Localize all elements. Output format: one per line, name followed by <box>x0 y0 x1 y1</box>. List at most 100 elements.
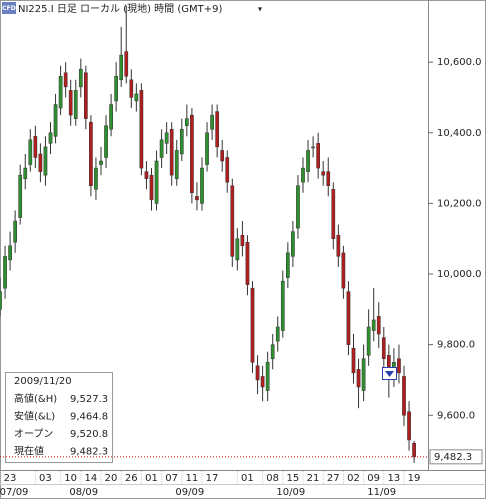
candle-body <box>73 90 78 119</box>
candle-body <box>144 171 149 179</box>
y-tick-label: 10,600.0 <box>437 57 482 68</box>
logo: CFD <box>2 5 16 12</box>
candle-body <box>89 121 93 186</box>
x-tick-label: 07 <box>165 473 178 484</box>
candle-body <box>311 146 315 149</box>
candle-body <box>159 139 164 158</box>
candle-body <box>371 319 376 331</box>
x-tick-label: 02 <box>347 473 360 484</box>
header: CFD NI225.I 日足 ローカル (現地) 時間 (GMT+9) ▾ <box>2 2 262 15</box>
x-tick-label: 20 <box>105 473 118 484</box>
x-tick-label: 01 <box>145 473 158 484</box>
candle-body <box>341 252 346 289</box>
candle-body <box>84 72 88 119</box>
candle-body <box>356 369 361 388</box>
candle-body <box>129 79 134 98</box>
info-value: 9,520.8 <box>70 429 108 440</box>
x-tick-label: 01 <box>241 473 254 484</box>
marker <box>382 367 397 380</box>
x-tick-label: 09 <box>367 473 380 484</box>
y-tick-label: 9,600.0 <box>437 410 475 421</box>
candle-body <box>23 167 28 179</box>
candle-body <box>220 150 225 162</box>
info-label: 高値(&H) <box>14 392 57 405</box>
candle-body <box>230 185 235 257</box>
x-tick-label: 11 <box>185 473 198 484</box>
candle-body <box>210 114 214 130</box>
month-label: 11/09 <box>367 487 396 498</box>
candle-body <box>195 196 199 201</box>
candle-body <box>200 167 204 204</box>
x-tick-label: 14 <box>84 473 97 484</box>
candle-body <box>326 171 331 186</box>
info-value: 9,482.3 <box>70 447 108 458</box>
y-tick-label: 9,800.0 <box>437 340 475 351</box>
last-price-label: 9,482.3 <box>434 452 472 463</box>
candle-body <box>109 104 113 130</box>
y-tick-label: 10,200.0 <box>437 198 482 209</box>
candle-body <box>78 68 83 88</box>
candle-body <box>321 171 326 176</box>
candle-body <box>260 376 265 388</box>
candle-body <box>13 220 18 243</box>
marker-triangle <box>385 371 394 377</box>
plot <box>0 5 416 464</box>
candle-body <box>291 231 295 257</box>
x-tick-label: 15 <box>286 473 299 484</box>
candle-body <box>215 111 220 148</box>
candle-body <box>407 411 411 441</box>
candle-body <box>38 153 43 172</box>
info-label: 安値(&L) <box>14 410 55 423</box>
candle-body <box>381 337 386 360</box>
x-tick-label: 23 <box>4 473 17 484</box>
candle-body <box>336 234 341 257</box>
candle-body <box>53 104 58 137</box>
candle-body <box>0 291 2 310</box>
x-tick-label: 27 <box>327 473 340 484</box>
candle-body <box>124 51 129 77</box>
month-label: 09/09 <box>175 487 204 498</box>
candle-body <box>412 442 416 458</box>
info-box <box>5 372 113 463</box>
candle-body <box>8 245 12 261</box>
title: NI225.I 日足 ローカル (現地) 時間 (GMT+9) <box>18 2 222 15</box>
candle-body <box>134 93 139 102</box>
candle-body <box>114 76 119 102</box>
candle-body <box>402 376 406 416</box>
y-tick-label: 10,000.0 <box>437 269 482 280</box>
candle-body <box>99 160 103 165</box>
x-tick-label: 10 <box>64 473 77 484</box>
logo-box <box>2 2 16 14</box>
info-label: 現在値 <box>14 445 44 458</box>
candle-body <box>265 362 270 391</box>
candle-body <box>43 146 48 176</box>
candle-body <box>351 347 356 374</box>
candle-body <box>346 291 351 345</box>
candle-body <box>275 326 280 342</box>
candle-body <box>250 287 255 363</box>
month-label: 08/09 <box>69 487 98 498</box>
info-value: 9,527.3 <box>70 394 108 405</box>
candle-body <box>286 252 290 278</box>
candle-body <box>296 185 300 229</box>
month-label: 07/09 <box>0 487 28 498</box>
candle-body <box>169 128 174 176</box>
candle-body <box>33 136 38 158</box>
candle-body <box>164 132 169 144</box>
candle-body <box>48 132 53 144</box>
candle-body <box>301 167 305 183</box>
candle-body <box>255 365 260 381</box>
candle-body <box>28 139 33 165</box>
candle-body <box>316 143 320 169</box>
candle-body <box>205 132 209 165</box>
candle-body <box>174 150 179 179</box>
y-tick-label: 10,400.0 <box>437 128 482 139</box>
candle-body <box>139 90 144 169</box>
candle-body <box>58 76 63 109</box>
candle-body <box>94 167 98 190</box>
candle-body <box>3 256 7 289</box>
menu-arrow[interactable]: ▾ <box>258 5 262 14</box>
x-tick-label: 19 <box>408 473 421 484</box>
candle-body <box>179 128 184 155</box>
